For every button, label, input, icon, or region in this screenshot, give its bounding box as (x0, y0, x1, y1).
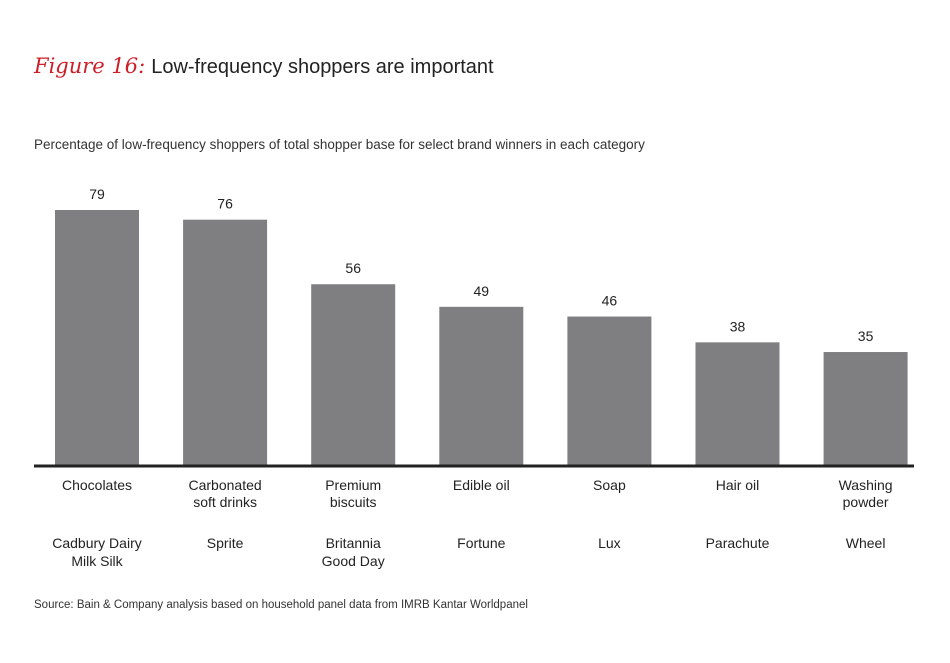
category-label: Hair oil (716, 477, 760, 493)
bar (439, 306, 524, 465)
value-label: 38 (730, 318, 746, 334)
category-label: Chocolates (62, 477, 132, 493)
category-label: Washing (839, 477, 893, 493)
value-label: 79 (89, 186, 105, 202)
brand-label: Parachute (706, 535, 770, 551)
brand-label: Good Day (322, 553, 385, 569)
bar (183, 219, 268, 465)
bar (695, 342, 780, 465)
chart-subtitle: Percentage of low-frequency shoppers of … (34, 137, 645, 152)
value-label: 76 (217, 196, 233, 212)
source-note: Source: Bain & Company analysis based on… (34, 599, 528, 611)
brand-label: Milk Silk (71, 553, 123, 569)
brand-label: Britannia (326, 535, 381, 551)
category-label: soft drinks (193, 494, 257, 510)
bar (823, 352, 908, 465)
value-label: 56 (345, 260, 361, 276)
value-label: 35 (858, 328, 874, 344)
category-label: powder (843, 494, 889, 510)
category-label: biscuits (330, 494, 377, 510)
figure-title-text: Low-frequency shoppers are important (151, 56, 494, 78)
figure-label: Figure 16: (34, 54, 146, 78)
bar (55, 210, 139, 465)
bar (567, 316, 652, 465)
brand-label: Cadbury Dairy (52, 535, 141, 551)
bar (311, 284, 396, 465)
brand-label: Lux (598, 535, 621, 551)
brand-label: Sprite (207, 535, 244, 551)
figure-title: Figure 16: Low-frequency shoppers are imp… (34, 54, 494, 79)
category-label: Carbonated (189, 477, 262, 493)
value-label: 46 (602, 293, 618, 309)
category-label: Premium (325, 477, 381, 493)
category-label: Soap (593, 477, 626, 493)
brand-label: Fortune (457, 535, 505, 551)
brand-label: Wheel (846, 535, 886, 551)
value-label: 49 (474, 283, 490, 299)
category-label: Edible oil (453, 477, 510, 493)
